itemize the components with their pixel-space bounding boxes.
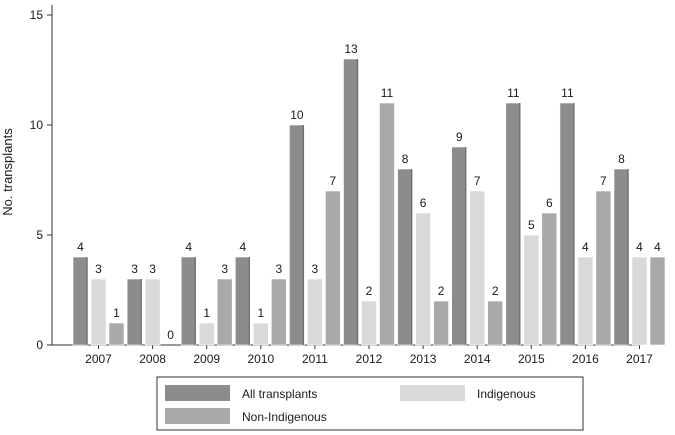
x-tick-label: 2007	[85, 352, 112, 366]
bar-value-label: 3	[149, 262, 156, 276]
bar	[505, 102, 522, 346]
bar-value-label: 4	[185, 240, 192, 254]
bar	[595, 190, 612, 346]
bar	[253, 322, 269, 346]
bar	[613, 168, 630, 346]
bar	[379, 102, 395, 346]
legend-swatch	[165, 408, 230, 424]
x-tick-label: 2011	[302, 352, 328, 366]
bar-value-label: 4	[582, 240, 589, 254]
y-tick-label: 10	[30, 118, 44, 132]
bar-value-label: 3	[221, 262, 228, 276]
bar-value-label: 3	[95, 262, 102, 276]
bar-value-label: 1	[203, 306, 210, 320]
bar-value-label: 11	[561, 86, 574, 100]
bar	[90, 278, 107, 346]
bar-value-label: 11	[381, 86, 394, 100]
bar-value-label: 3	[275, 262, 282, 276]
bar-value-label: 2	[438, 284, 445, 298]
bar	[235, 256, 251, 346]
bar	[523, 234, 540, 346]
bar-value-label: 2	[366, 284, 373, 298]
bar-value-label: 4	[636, 240, 643, 254]
bar	[198, 322, 215, 346]
x-tick-label: 2009	[193, 352, 220, 366]
y-tick-label: 0	[36, 338, 43, 352]
bar-value-label: 7	[600, 174, 607, 188]
y-tick-label: 5	[36, 228, 43, 242]
x-tick-label: 2013	[410, 352, 437, 366]
bar-value-label: 11	[507, 86, 520, 100]
legend-label: Non-Indigenous	[242, 410, 327, 424]
x-tick-label: 2016	[572, 352, 599, 366]
x-tick-label: 2008	[139, 352, 166, 366]
bar	[433, 300, 449, 346]
bar-value-label: 4	[77, 240, 84, 254]
legend-swatch	[165, 385, 230, 401]
bar-value-label: 8	[618, 152, 625, 166]
x-tick-label: 2010	[247, 352, 274, 366]
bar	[126, 278, 143, 346]
x-tick-label: 2017	[626, 352, 653, 366]
bar	[307, 278, 323, 346]
bar-value-label: 5	[528, 218, 535, 232]
bar-value-label: 7	[474, 174, 481, 188]
bar-value-label: 6	[420, 196, 427, 210]
bar	[451, 146, 468, 346]
bar-value-label: 10	[290, 108, 304, 122]
bar	[270, 278, 287, 346]
bar-value-label: 13	[344, 42, 358, 56]
bar	[108, 322, 125, 346]
bar	[180, 256, 197, 346]
bar	[397, 168, 413, 346]
legend: All transplants Indigenous Non-Indigenous	[156, 376, 584, 431]
y-axis-title: No. transplants	[0, 128, 15, 216]
bar	[469, 190, 486, 346]
bar	[577, 256, 594, 346]
x-tick-label: 2015	[518, 352, 545, 366]
bar	[325, 190, 341, 346]
bar-value-label: 0	[167, 328, 174, 342]
bar-value-label: 4	[239, 240, 246, 254]
legend-label: All transplants	[242, 387, 317, 401]
y-tick-label: 15	[30, 8, 44, 22]
bar-value-label: 8	[402, 152, 409, 166]
bar-value-label: 7	[330, 174, 337, 188]
bar	[144, 278, 161, 346]
bar	[487, 300, 504, 346]
bar	[72, 256, 89, 346]
bar	[361, 300, 377, 346]
bar-value-label: 3	[131, 262, 138, 276]
legend-swatch	[400, 385, 465, 401]
bar-value-label: 1	[257, 306, 264, 320]
bar-value-label: 1	[113, 306, 120, 320]
bar	[289, 124, 305, 346]
bar	[631, 256, 648, 346]
x-tick-label: 2014	[464, 352, 491, 366]
bar-value-label: 4	[654, 240, 661, 254]
bars	[72, 58, 666, 346]
bar	[559, 102, 576, 346]
bar	[216, 278, 233, 346]
bar	[649, 256, 666, 346]
bar	[343, 58, 359, 346]
bar-value-label: 3	[312, 262, 319, 276]
bar-value-label: 6	[546, 196, 553, 210]
bar	[415, 212, 431, 346]
legend-label: Indigenous	[477, 387, 536, 401]
bar-value-label: 9	[456, 130, 463, 144]
bar	[541, 212, 558, 346]
bar-value-label: 2	[492, 284, 499, 298]
x-tick-label: 2012	[356, 352, 383, 366]
